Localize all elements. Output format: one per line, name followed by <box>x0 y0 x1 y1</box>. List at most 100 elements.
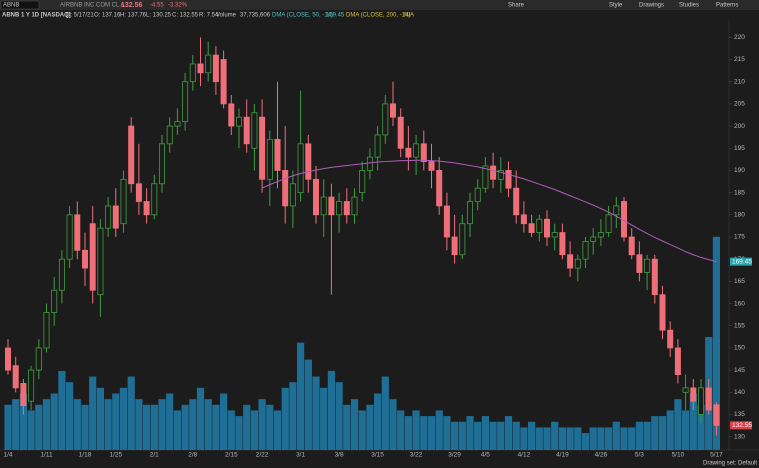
candle-body <box>105 205 112 229</box>
candle-body <box>12 365 19 389</box>
volume-bar <box>643 421 651 450</box>
volume-bar <box>297 342 305 450</box>
x-tick-label: 4/5 <box>481 452 490 459</box>
candle-body <box>66 214 73 260</box>
volume-bar <box>605 427 613 450</box>
volume-bar <box>220 393 228 450</box>
candle-body <box>274 138 281 171</box>
patterns-button[interactable]: Patterns <box>716 3 738 9</box>
candle-body <box>597 232 604 238</box>
candle-body <box>544 218 551 238</box>
volume-bar <box>320 387 328 450</box>
volume-bar <box>335 382 343 450</box>
candle-body <box>659 294 666 331</box>
candle-body <box>5 347 11 371</box>
candle-body <box>459 223 466 256</box>
study2-label: DMA (CLOSE, 200, -14) <box>346 13 410 19</box>
candle-body <box>197 63 204 74</box>
candle-body <box>513 187 520 216</box>
x-tick-label: 3/8 <box>335 452 344 459</box>
candle-body <box>713 404 720 426</box>
volume-bar <box>712 236 720 450</box>
y-tick-label: 200 <box>734 123 745 130</box>
candle-body <box>182 81 189 123</box>
candle-body <box>698 387 705 415</box>
candle-body <box>282 170 289 207</box>
candle-body <box>305 143 312 180</box>
volume-bar <box>250 410 258 450</box>
company: AIRBNB INC COM CL A <box>60 3 124 9</box>
x-tick-label: 3/29 <box>448 452 461 459</box>
volume-bar <box>89 376 97 450</box>
volume-bar <box>535 427 543 450</box>
volume-bar <box>189 399 197 450</box>
style-button[interactable]: Style <box>609 3 623 9</box>
legend-close: C: 132.55 <box>172 13 199 19</box>
symbol[interactable]: ABNB <box>3 3 19 9</box>
volume-bar <box>566 427 574 450</box>
chart-symbol-title: ABNB 1 Y 1D [NASDAQ] <box>2 13 71 19</box>
x-tick-label: 1/25 <box>109 452 122 459</box>
volume-bar <box>112 393 120 450</box>
candle-body <box>112 205 119 229</box>
volume-bar <box>628 427 636 450</box>
price-marker: 132.55 <box>732 422 752 429</box>
toolbar <box>0 0 759 10</box>
symbol-box[interactable] <box>0 0 40 10</box>
candle-body <box>259 116 266 180</box>
volume-bar <box>543 427 551 450</box>
volume-bar <box>104 399 112 450</box>
volume-bar <box>350 399 359 450</box>
legend-volume-label: Volume <box>216 13 237 19</box>
volume-bar <box>366 404 374 450</box>
candle-body <box>212 54 219 83</box>
volume-bar <box>481 416 489 450</box>
candle-body <box>336 201 343 216</box>
x-tick-label: 2/15 <box>225 452 238 459</box>
volume-bar <box>127 376 135 450</box>
y-tick-label: 160 <box>734 300 745 307</box>
drawings-button[interactable]: Drawings <box>639 3 664 9</box>
candle-body <box>89 223 96 291</box>
candle-body <box>436 170 443 207</box>
candle-body <box>443 205 450 238</box>
candle-body <box>312 178 319 216</box>
y-tick-label: 210 <box>734 78 745 85</box>
candle-body <box>343 201 350 216</box>
volume-bar <box>289 382 297 450</box>
volume-bar <box>697 404 705 450</box>
legend-date: D: 5/17/21 <box>66 13 94 19</box>
legend-low: L: 130.25 <box>146 13 172 19</box>
candle-body <box>297 143 304 194</box>
x-tick-label: 5/17 <box>710 452 723 459</box>
candle-body <box>320 196 327 216</box>
candle-body <box>328 196 335 216</box>
share-button[interactable]: Share <box>508 3 525 9</box>
candle-body <box>228 103 235 127</box>
volume-bar <box>266 404 274 450</box>
volume-bar <box>689 393 697 450</box>
candle-body <box>420 143 427 162</box>
volume-bar <box>574 427 582 450</box>
candle-body <box>374 134 381 158</box>
volume-bar <box>204 399 212 450</box>
candle-body <box>690 387 697 402</box>
candle-body <box>382 103 389 136</box>
x-tick-label: 1/11 <box>40 452 53 459</box>
candle-body <box>613 205 620 216</box>
y-tick-label: 155 <box>734 322 745 329</box>
volume-bar <box>474 421 482 450</box>
volume-bar <box>466 416 474 450</box>
x-tick-label: 3/15 <box>371 452 384 459</box>
candle-body <box>120 178 127 225</box>
x-tick-label: 3/1 <box>296 452 305 459</box>
candle-body <box>667 329 674 349</box>
volume-bar <box>258 399 266 450</box>
volume-bar <box>443 416 451 450</box>
volume-bar <box>50 393 58 450</box>
volume-bar <box>581 433 590 450</box>
x-tick-label: 3/22 <box>410 452 423 459</box>
volume-bar <box>528 421 536 450</box>
studies-button[interactable]: Studies <box>679 3 699 9</box>
